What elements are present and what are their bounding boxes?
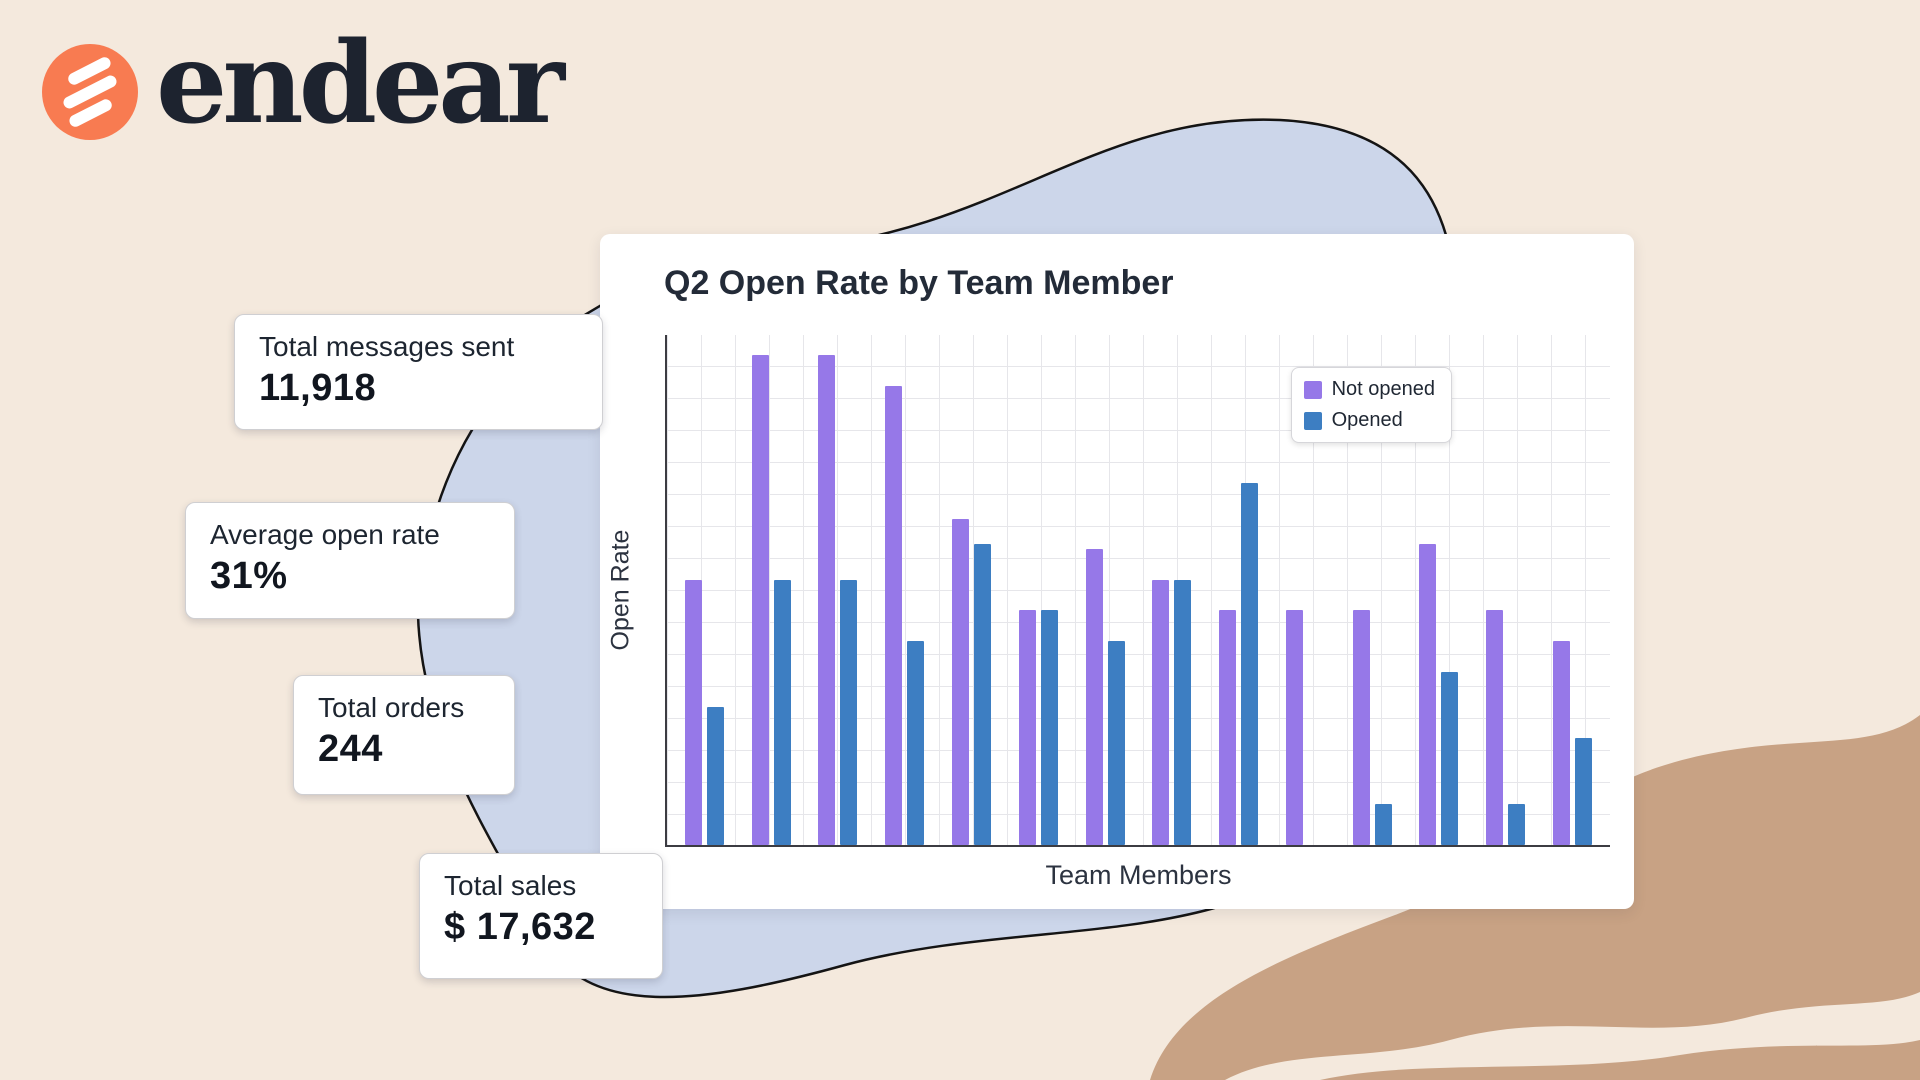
bar-not-opened bbox=[1219, 610, 1237, 845]
bar-not-opened bbox=[1018, 610, 1036, 845]
stat-value: 31% bbox=[210, 555, 288, 597]
legend-label: Not opened bbox=[1331, 378, 1435, 400]
stat-value: 244 bbox=[318, 728, 383, 770]
logo-stripes-icon bbox=[42, 44, 138, 140]
stat-card-total-messages: Total messages sent 11,918 bbox=[234, 314, 603, 430]
bars-container bbox=[667, 335, 1610, 845]
bar-not-opened bbox=[952, 518, 970, 845]
bar-not-opened bbox=[818, 355, 836, 845]
endear-logo-icon bbox=[42, 44, 138, 140]
chart-legend: Not opened Opened bbox=[1290, 367, 1452, 443]
legend-label: Opened bbox=[1331, 409, 1403, 431]
bar-opened bbox=[1107, 641, 1125, 845]
bar-opened bbox=[706, 707, 724, 845]
bar-opened bbox=[773, 579, 791, 845]
bar-group bbox=[751, 335, 791, 845]
brand-name: endear bbox=[156, 18, 565, 149]
bar-opened bbox=[1575, 737, 1593, 845]
bar-group bbox=[684, 335, 724, 845]
bar-opened bbox=[1508, 804, 1526, 845]
bar-not-opened bbox=[1285, 610, 1303, 845]
bar-group bbox=[952, 335, 992, 845]
bar-not-opened bbox=[1419, 544, 1437, 845]
bar-opened bbox=[1441, 671, 1459, 845]
x-axis-label: Team Members bbox=[1045, 860, 1232, 890]
stat-card-average-open-rate: Average open rate 31% bbox=[185, 502, 515, 619]
legend-item-not-opened: Not opened bbox=[1303, 378, 1435, 401]
bar-group bbox=[1553, 335, 1593, 845]
bar-opened bbox=[907, 641, 925, 845]
y-axis-label: Open Rate bbox=[606, 529, 635, 651]
bar-group bbox=[1018, 335, 1058, 845]
bar-opened bbox=[1374, 804, 1392, 845]
bar-not-opened bbox=[1152, 579, 1170, 845]
bar-group bbox=[1352, 335, 1392, 845]
bar-not-opened bbox=[1352, 610, 1370, 845]
brand-logo: endear bbox=[42, 28, 565, 148]
stat-label: Average open rate bbox=[210, 519, 440, 550]
opened-swatch-icon bbox=[1303, 411, 1322, 430]
bar-not-opened bbox=[684, 579, 702, 845]
bar-not-opened bbox=[1085, 549, 1103, 845]
bar-not-opened bbox=[1553, 641, 1571, 845]
stat-label: Total sales bbox=[444, 870, 577, 901]
stat-label: Total messages sent bbox=[259, 331, 515, 362]
bar-group bbox=[885, 335, 925, 845]
bar-opened bbox=[1174, 579, 1192, 845]
tan-bottom-wave-shape bbox=[1320, 1040, 1920, 1080]
bar-group bbox=[1285, 335, 1325, 845]
bar-not-opened bbox=[1486, 610, 1504, 845]
bar-group bbox=[1486, 335, 1526, 845]
stat-value: $ 17,632 bbox=[444, 906, 596, 948]
stat-label: Total orders bbox=[318, 692, 465, 723]
bar-opened bbox=[840, 579, 858, 845]
bar-group bbox=[1219, 335, 1259, 845]
bar-not-opened bbox=[751, 355, 769, 845]
bar-opened bbox=[1040, 610, 1058, 845]
bar-group bbox=[1085, 335, 1125, 845]
stat-value: 11,918 bbox=[259, 367, 377, 409]
legend-item-opened: Opened bbox=[1303, 409, 1435, 432]
bar-opened bbox=[974, 544, 992, 845]
stat-card-total-sales: Total sales $ 17,632 bbox=[419, 853, 663, 979]
not-opened-swatch-icon bbox=[1303, 380, 1322, 399]
bar-opened bbox=[1241, 482, 1259, 845]
chart-plot: Open Rate Team Members Not opened Opened bbox=[607, 335, 1610, 890]
stat-card-total-orders: Total orders 244 bbox=[293, 675, 515, 795]
bar-not-opened bbox=[885, 386, 903, 845]
bar-group bbox=[818, 335, 858, 845]
chart-card: Q2 Open Rate by Team Member Open Rate Te… bbox=[600, 234, 1634, 909]
bar-group bbox=[1419, 335, 1459, 845]
bar-group bbox=[1152, 335, 1192, 845]
chart-title: Q2 Open Rate by Team Member bbox=[664, 264, 1174, 302]
